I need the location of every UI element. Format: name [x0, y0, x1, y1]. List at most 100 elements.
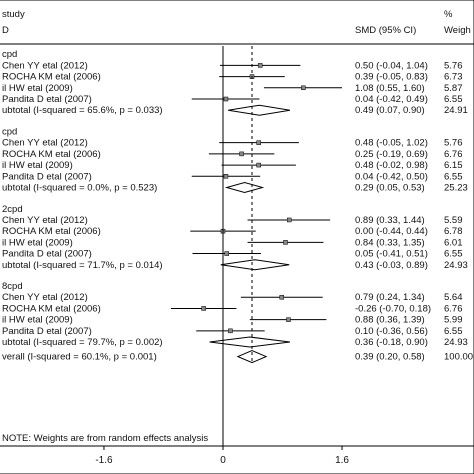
x-tick-label: 1.6 [335, 455, 349, 466]
study-label: ROCHA KM etal (2006) [2, 149, 101, 160]
overall-label: verall (I-squared = 60.1%, p = 0.001) [2, 352, 157, 363]
study-label: Pandita D etal (2007) [2, 171, 92, 182]
subtotal-weight-text: 25.23 [444, 182, 468, 193]
group-label: 8cpd [2, 281, 23, 292]
effect-size-text: 0.25 (-0.19, 0.69) [355, 149, 428, 160]
point-estimate-marker [286, 217, 292, 223]
weight-text: 6.01 [444, 237, 463, 248]
x-tick-label: 0 [220, 455, 226, 466]
point-estimate-marker [283, 240, 288, 245]
study-label: ROCHA KM etal (2006) [2, 72, 101, 83]
overall-diamond [236, 350, 268, 364]
overall-effect-text: 0.39 (0.20, 0.58) [355, 352, 425, 363]
effect-size-text: 0.04 (-0.42, 0.50) [355, 171, 428, 182]
study-label: Pandita D etal (2007) [2, 326, 92, 337]
weight-text: 6.55 [444, 249, 463, 260]
group-label: cpd [2, 126, 17, 137]
id-column-header: D [2, 25, 9, 36]
weight-text: 6.76 [444, 149, 463, 160]
subtotal-weight-text: 24.91 [444, 105, 468, 116]
weight-text: 6.55 [444, 94, 463, 105]
subtotal-weight-text: 24.93 [444, 337, 468, 348]
effect-size-text: 0.79 (0.24, 1.34) [355, 292, 425, 303]
point-estimate-marker [257, 63, 263, 68]
weight-text: 5.64 [444, 292, 463, 303]
weight-text: 6.78 [444, 226, 463, 237]
effect-size-text: 1.08 (0.55, 1.60) [355, 83, 425, 94]
weight-column-header-line1: % [444, 9, 453, 20]
point-estimate-marker [256, 162, 261, 168]
effect-size-text: 0.84 (0.33, 1.35) [355, 237, 425, 248]
point-estimate-marker [256, 140, 261, 145]
subtotal-effect-text: 0.43 (-0.03, 0.89) [355, 260, 428, 271]
point-estimate-marker [201, 306, 206, 311]
effect-size-text: 0.48 (-0.02, 0.98) [355, 160, 428, 171]
study-label: ROCHA KM etal (2006) [2, 226, 101, 237]
weight-column-header-line2: Weigh [444, 25, 471, 36]
subtotal-diamond [220, 259, 290, 271]
x-tick-label: -1.6 [95, 455, 113, 466]
effect-size-text: 0.39 (-0.05, 0.83) [355, 72, 428, 83]
subtotal-diamond [209, 336, 291, 348]
study-label: il HW etal (2009) [2, 83, 73, 94]
study-label: Chen YY etal (2012) [2, 138, 88, 149]
point-estimate-marker [286, 317, 291, 322]
weight-text: 6.15 [444, 160, 463, 171]
effect-size-text: 0.50 (-0.04, 1.04) [355, 60, 428, 71]
effect-size-text: 0.48 (-0.05, 1.02) [355, 138, 428, 149]
weights-note: NOTE: Weights are from random effects an… [2, 433, 208, 444]
weight-text: 5.59 [444, 215, 463, 226]
study-label: Pandita D etal (2007) [2, 94, 92, 105]
point-estimate-marker [239, 151, 244, 157]
overall-weight-text: 100.00 [444, 352, 473, 363]
point-estimate-marker [223, 174, 229, 179]
subtotal-effect-text: 0.36 (-0.18, 0.90) [355, 337, 428, 348]
effect-size-text: 0.89 (0.33, 1.44) [355, 215, 425, 226]
weight-text: 6.73 [444, 72, 463, 83]
study-label: Chen YY etal (2012) [2, 215, 88, 226]
point-estimate-marker [279, 294, 285, 300]
subtotal-weight-text: 24.93 [444, 260, 468, 271]
weight-text: 6.55 [444, 171, 463, 182]
effect-column-header: SMD (95% CI) [355, 25, 416, 36]
effect-size-text: 0.88 (0.36, 1.39) [355, 315, 425, 326]
study-label: il HW etal (2009) [2, 160, 73, 171]
effect-size-text: -0.26 (-0.70, 0.18) [355, 303, 431, 314]
effect-size-text: 0.05 (-0.41, 0.51) [355, 249, 428, 260]
group-label: 2cpd [2, 204, 23, 215]
study-label: il HW etal (2009) [2, 315, 73, 326]
study-label: Pandita D etal (2007) [2, 249, 92, 260]
weight-text: 5.76 [444, 138, 463, 149]
effect-size-text: 0.10 (-0.36, 0.56) [355, 326, 428, 337]
study-label: il HW etal (2009) [2, 237, 73, 248]
weight-text: 5.99 [444, 315, 463, 326]
x-axis: -1.6 0 1.6 [0, 445, 474, 466]
point-estimate-marker [301, 85, 306, 91]
group-label: cpd [2, 49, 17, 60]
subtotal-label: ubtotal (I-squared = 79.7%, p = 0.002) [2, 337, 163, 348]
study-column-header: study [2, 9, 25, 20]
study-label: Chen YY etal (2012) [2, 60, 88, 71]
effect-size-text: 0.00 (-0.44, 0.44) [355, 226, 428, 237]
subtotal-label: ubtotal (I-squared = 71.7%, p = 0.014) [2, 260, 163, 271]
subtotal-effect-text: 0.49 (0.07, 0.90) [355, 105, 425, 116]
subtotal-diamond [224, 181, 265, 193]
point-estimate-marker [224, 251, 229, 256]
column-headers: study D SMD (95% CI) % Weigh [2, 9, 471, 36]
study-label: ROCHA KM etal (2006) [2, 303, 101, 314]
point-estimate-marker [223, 96, 229, 102]
subtotal-diamond [228, 104, 291, 116]
subtotal-label: ubtotal (I-squared = 65.6%, p = 0.033) [2, 105, 163, 116]
subtotal-effect-text: 0.29 (0.05, 0.53) [355, 182, 425, 193]
weight-text: 5.76 [444, 60, 463, 71]
weight-text: 6.55 [444, 326, 463, 337]
weight-text: 6.76 [444, 303, 463, 314]
subtotal-label: ubtotal (I-squared = 0.0%, p = 0.523) [2, 182, 157, 193]
weight-text: 5.87 [444, 83, 463, 94]
study-label: Chen YY etal (2012) [2, 292, 88, 303]
point-estimate-marker [228, 328, 233, 334]
effect-size-text: 0.04 (-0.42, 0.49) [355, 94, 428, 105]
